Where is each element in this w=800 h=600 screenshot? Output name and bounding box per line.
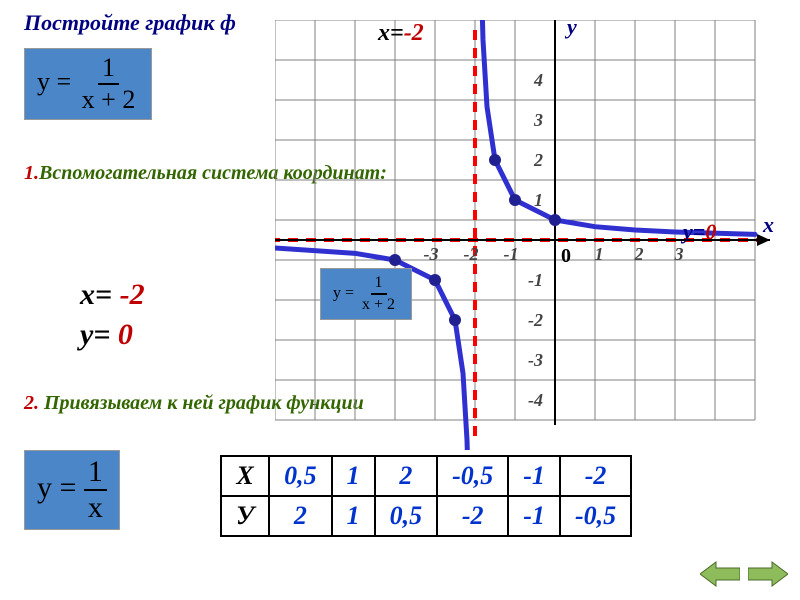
table-cell: 1 [332, 456, 375, 496]
svg-text:2: 2 [634, 244, 644, 264]
asym-x-text: x= -2 [80, 278, 145, 312]
x-asym-var: x= [378, 20, 404, 46]
svg-text:-3: -3 [528, 350, 543, 370]
y-asym-label: y=0 [683, 219, 716, 245]
step2-num: 2. [24, 392, 39, 414]
asym-x-var: x= [80, 278, 120, 311]
table-cell: 2 [375, 456, 438, 496]
asym-y-val: 0 [118, 318, 133, 351]
step1-num: 1. [24, 162, 39, 184]
svg-text:1: 1 [595, 244, 604, 264]
formula-small-frac: 1 x + 2 [358, 275, 399, 313]
formula-fraction: 1 x + 2 [78, 55, 140, 113]
x-asym-val: -2 [404, 20, 424, 46]
table-cell: 2 [269, 496, 332, 536]
table-cell: 0,5 [375, 496, 438, 536]
svg-text:-2: -2 [528, 310, 543, 330]
svg-text:-4: -4 [528, 390, 543, 410]
table-cell: 1 [332, 496, 375, 536]
table-cell: -1 [508, 496, 560, 536]
next-arrow-icon[interactable] [748, 560, 788, 588]
page-title: Постройте график ф [24, 10, 236, 36]
formula-den: x + 2 [78, 85, 140, 113]
svg-text:3: 3 [674, 244, 684, 264]
asym-x-val: -2 [120, 278, 145, 311]
asym-y-text: y= 0 [80, 318, 133, 352]
svg-text:0: 0 [561, 245, 571, 267]
formula-lhs: y = [37, 67, 71, 96]
table-cell: -0,5 [560, 496, 631, 536]
svg-text:-1: -1 [528, 270, 543, 290]
y-asym-val: 0 [705, 219, 716, 244]
formula-small: y = 1 x + 2 [320, 268, 412, 320]
svg-text:3: 3 [533, 110, 543, 130]
formula-bottom-frac: 1 x [84, 457, 107, 523]
data-table: Х 0,5 1 2 -0,5 -1 -2 У 2 1 0,5 -2 -1 -0,… [220, 455, 632, 537]
row1-head: Х [221, 456, 269, 496]
table-cell: -2 [560, 456, 631, 496]
svg-text:2: 2 [533, 150, 543, 170]
table-cell: -2 [437, 496, 508, 536]
prev-arrow-icon[interactable] [700, 560, 740, 588]
formula-bottom: y = 1 x [24, 450, 120, 530]
svg-text:y: y [564, 20, 577, 39]
x-asym-label: x=-2 [378, 20, 424, 47]
formula-small-num: 1 [371, 275, 387, 295]
svg-text:1: 1 [534, 190, 543, 210]
asym-y-var: y= [80, 318, 118, 351]
formula-bottom-den: x [84, 491, 107, 523]
svg-text:-3: -3 [424, 244, 439, 264]
table-cell: -1 [508, 456, 560, 496]
formula-main: y = 1 x + 2 [24, 48, 152, 120]
formula-bottom-num: 1 [84, 457, 107, 491]
table-row: Х 0,5 1 2 -0,5 -1 -2 [221, 456, 631, 496]
table-row: У 2 1 0,5 -2 -1 -0,5 [221, 496, 631, 536]
formula-num: 1 [98, 55, 119, 85]
row2-head: У [221, 496, 269, 536]
table-cell: -0,5 [437, 456, 508, 496]
svg-text:-1: -1 [504, 244, 519, 264]
formula-small-den: x + 2 [358, 295, 399, 313]
svg-text:4: 4 [533, 70, 543, 90]
formula-bottom-lhs: y = [37, 471, 76, 504]
table-cell: 0,5 [269, 456, 332, 496]
y-asym-var: y= [683, 219, 705, 244]
svg-text:x: x [762, 212, 774, 237]
formula-small-lhs: y = [333, 285, 354, 302]
svg-text:-2: -2 [464, 244, 479, 264]
